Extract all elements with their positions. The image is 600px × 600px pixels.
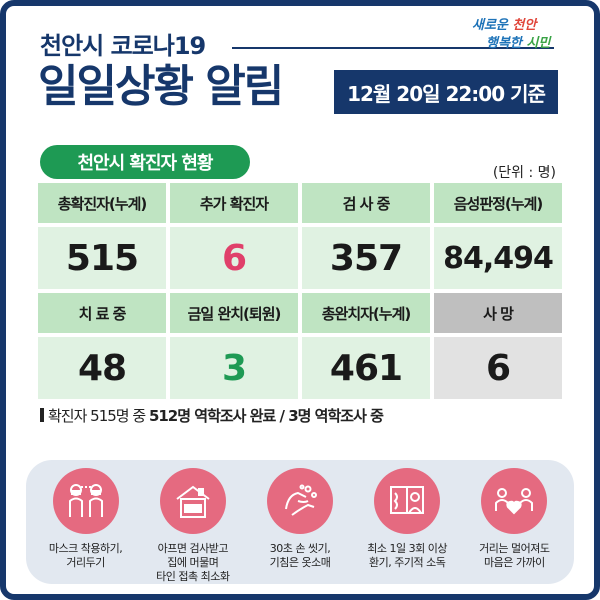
stat-label-recovered-total: 총완치자(누계) xyxy=(302,293,430,333)
tip-item: 마스크 착용하기, 거리두기 xyxy=(35,468,137,584)
stat-value-negative: 84,494 xyxy=(434,227,562,289)
stat-value-deaths: 6 xyxy=(434,337,562,399)
stat-label-deaths: 사 망 xyxy=(434,293,562,333)
stats-table: 총확진자(누계) 추가 확진자 검 사 중 음성판정(누계) 515 6 357… xyxy=(38,183,562,399)
tip-item: 거리는 멀어져도 마음은 가까이 xyxy=(463,468,565,584)
section-title: 천안시 확진자 현황 xyxy=(40,145,250,179)
tip-item: 아프면 검사받고 집에 머물며 타인 접촉 최소화 xyxy=(142,468,244,584)
city-logo: 새로운 천안 행복한 시민 xyxy=(472,18,551,51)
tip-text: 아프면 검사받고 집에 머물며 타인 접촉 최소화 xyxy=(156,542,230,583)
epidemiology-note: 확진자 515명 중 512명 역학조사 완료 / 3명 역학조사 중 xyxy=(40,405,384,426)
distance-heart-icon xyxy=(481,468,548,534)
stat-label-new: 추가 확진자 xyxy=(170,183,298,223)
date-badge: 12월 20일 22:00 기준 xyxy=(334,70,558,114)
stat-label-negative: 음성판정(누계) xyxy=(434,183,562,223)
mask-people-icon xyxy=(52,468,119,534)
tip-text: 30초 손 씻기, 기침은 옷소매 xyxy=(269,542,331,569)
window-ventilation-icon xyxy=(374,468,441,534)
tip-text: 최소 1일 3회 이상 환기, 주기적 소독 xyxy=(367,542,448,569)
tip-text: 거리는 멀어져도 마음은 가까이 xyxy=(479,542,550,569)
stat-value-recovered-today: 3 xyxy=(170,337,298,399)
tip-text: 마스크 착용하기, 거리두기 xyxy=(48,542,123,569)
stat-value-recovered-total: 461 xyxy=(302,337,430,399)
stat-label-treating: 치 료 중 xyxy=(38,293,166,333)
tip-item: 최소 1일 3회 이상 환기, 주기적 소독 xyxy=(356,468,458,584)
header-divider xyxy=(232,47,554,49)
apartment-icon xyxy=(159,468,226,534)
note-bullet xyxy=(40,408,44,422)
stat-value-testing: 357 xyxy=(302,227,430,289)
header-subtitle: 천안시 코로나19 xyxy=(40,32,206,60)
stat-label-testing: 검 사 중 xyxy=(302,183,430,223)
stat-label-recovered-today: 금일 완치(퇴원) xyxy=(170,293,298,333)
unit-label: (단위 : 명) xyxy=(492,165,556,181)
tip-item: 30초 손 씻기, 기침은 옷소매 xyxy=(249,468,351,584)
stat-value-total: 515 xyxy=(38,227,166,289)
handwash-icon xyxy=(266,468,333,534)
page-title: 일일상황 알림 xyxy=(38,61,284,112)
stat-label-total: 총확진자(누계) xyxy=(38,183,166,223)
prevention-tips-panel: 마스크 착용하기, 거리두기 아프면 검사받고 집에 머물며 타인 접촉 최소화… xyxy=(26,460,574,584)
stat-value-treating: 48 xyxy=(38,337,166,399)
stat-value-new: 6 xyxy=(170,227,298,289)
